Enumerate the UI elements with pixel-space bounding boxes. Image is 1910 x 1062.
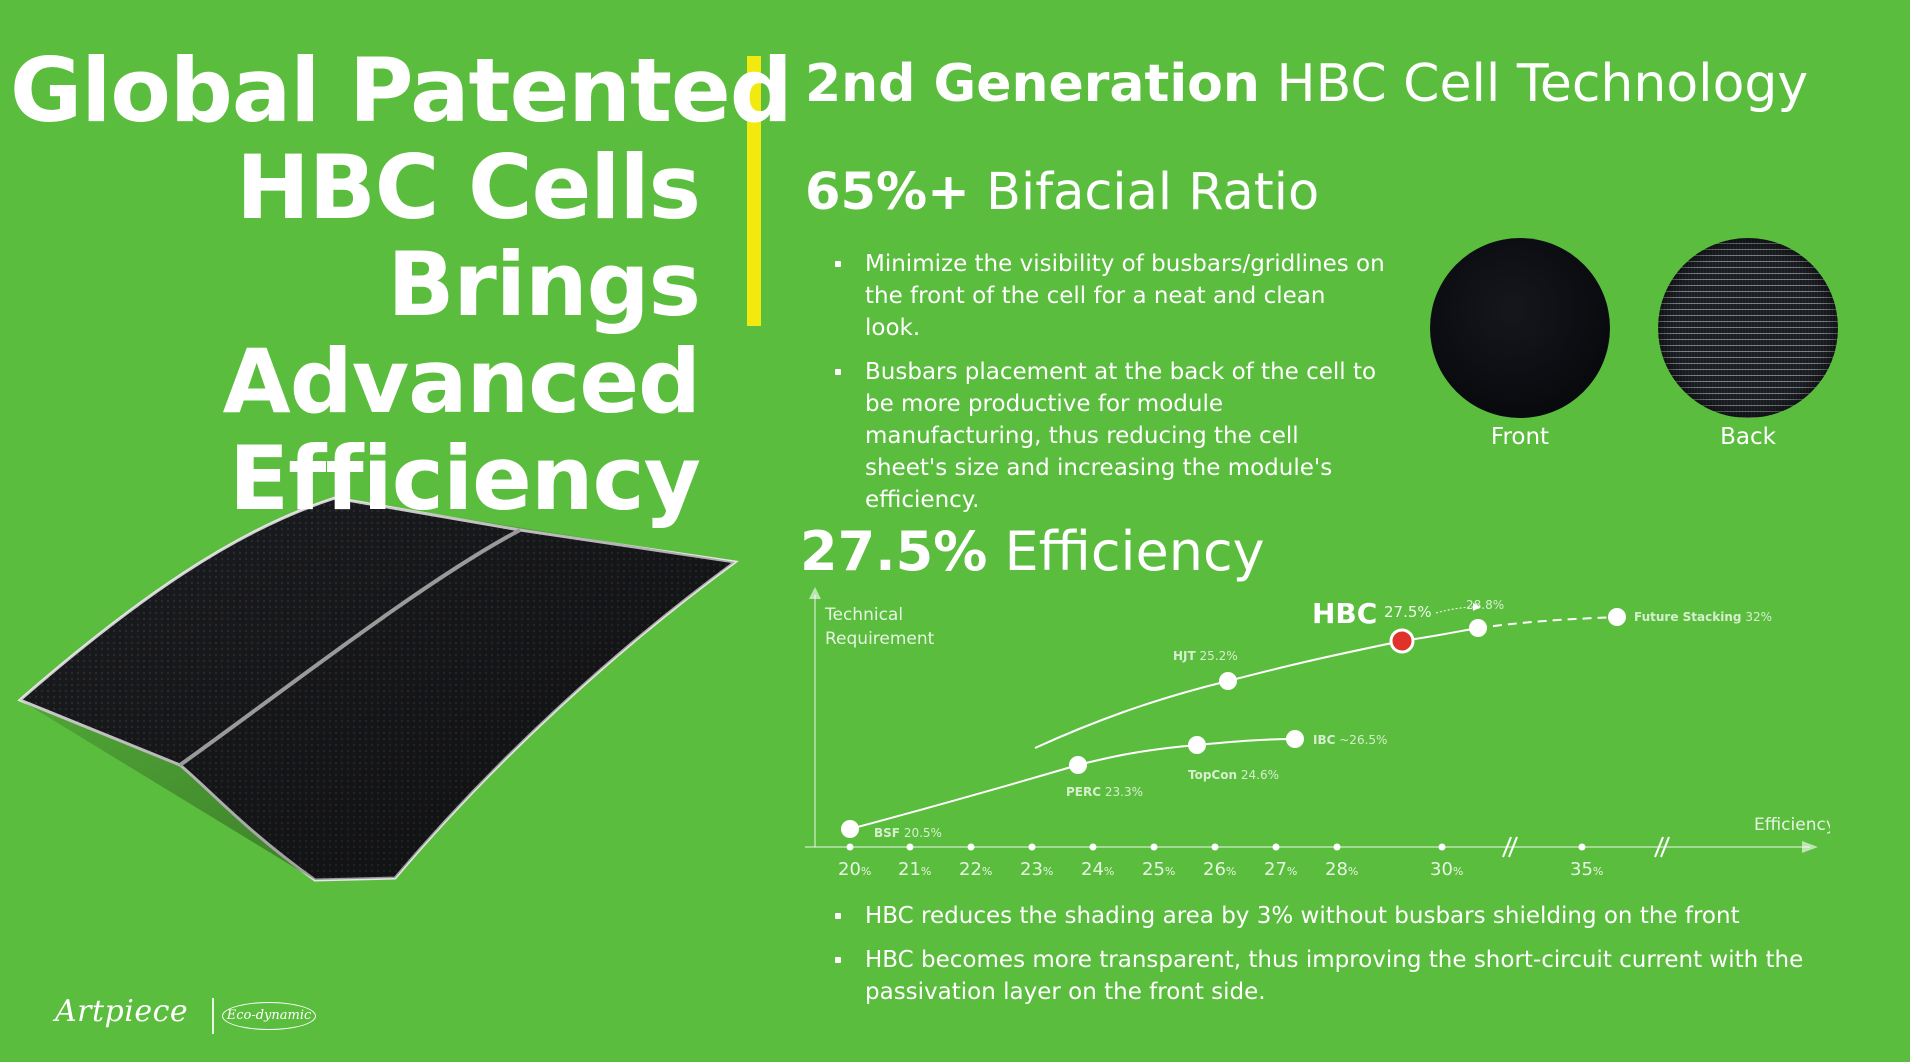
point-bsf — [841, 820, 859, 838]
bifacial-bullet-2: Busbars placement at the back of the cel… — [825, 356, 1385, 516]
cell-front-label: Front — [1490, 424, 1550, 450]
flexible-solar-panel-image — [17, 496, 739, 882]
future-curve — [1477, 616, 1618, 629]
point-hbc — [1389, 628, 1415, 654]
headline-line-1: Global Patented — [10, 39, 793, 142]
label-perc: PERC 23.3% — [1066, 785, 1143, 799]
bifacial-bullet-1: Minimize the visibility of busbars/gridl… — [825, 248, 1385, 344]
efficiency-bullets: HBC reduces the shading area by 3% witho… — [825, 900, 1865, 1020]
x-tick-label: 24% — [1081, 859, 1114, 880]
point-perc — [1069, 756, 1087, 774]
x-tick-dot — [1272, 843, 1280, 851]
lower-curve — [849, 738, 1296, 830]
efficiency-regular: Efficiency — [1004, 520, 1265, 583]
label-topcon: TopCon 24.6% — [1188, 768, 1279, 782]
point-next — [1469, 619, 1487, 637]
axis-break-2 — [1654, 836, 1670, 858]
x-tick-dot — [1333, 843, 1341, 851]
efficiency-heading: 27.5% Efficiency — [800, 520, 1265, 583]
y-axis-label-line-2: Requirement — [825, 629, 935, 649]
cell-front-image — [1430, 238, 1610, 418]
x-tick-dot — [1089, 843, 1097, 851]
x-axis-label: Efficiency — [1754, 815, 1830, 835]
x-tick-dot — [1028, 843, 1036, 851]
headline-line-2: HBC Cells — [236, 136, 701, 239]
label-future: Future Stacking 32% — [1634, 610, 1772, 624]
x-tick-dot — [906, 843, 914, 851]
x-tick-label: 20% — [838, 859, 871, 880]
label-next-value: 28.8% — [1466, 598, 1504, 612]
upper-curve — [1034, 627, 1479, 749]
x-tick-dot — [967, 843, 975, 851]
x-tick-label: 22% — [959, 859, 992, 880]
x-tick-dot — [1578, 843, 1586, 851]
label-hjt: HJT 25.2% — [1173, 649, 1238, 663]
headline-line-5: Efficiency — [228, 427, 701, 530]
bifacial-regular: Bifacial Ratio — [986, 163, 1320, 222]
point-ibc — [1286, 730, 1304, 748]
x-tick-label: 30% — [1430, 859, 1463, 880]
axis-break-1 — [1502, 836, 1518, 858]
logo-divider — [212, 998, 214, 1034]
point-hjt — [1219, 672, 1237, 690]
eco-dynamic-badge: Eco-dynamic — [222, 1002, 316, 1030]
label-hbc-value: 27.5% — [1384, 603, 1432, 621]
efficiency-bold: 27.5% — [800, 520, 988, 583]
efficiency-bullet-2: HBC becomes more transparent, thus impro… — [825, 944, 1865, 1008]
x-tick-label: 21% — [898, 859, 931, 880]
bifacial-heading: 65%+ Bifacial Ratio — [805, 163, 1319, 222]
point-topcon — [1188, 736, 1206, 754]
point-future — [1608, 608, 1626, 626]
title-bold: 2nd Generation — [805, 54, 1260, 114]
artpiece-logo: Artpiece — [55, 994, 189, 1029]
label-bsf: BSF 20.5% — [874, 826, 942, 840]
cell-back-label: Back — [1720, 424, 1776, 450]
efficiency-bullet-1: HBC reduces the shading area by 3% witho… — [825, 900, 1865, 932]
title-regular: HBC Cell Technology — [1276, 54, 1809, 114]
x-tick-label: 26% — [1203, 859, 1236, 880]
x-tick-dot — [846, 843, 854, 851]
x-tick-label: 25% — [1142, 859, 1175, 880]
bifacial-bullets: Minimize the visibility of busbars/gridl… — [825, 248, 1385, 528]
label-ibc: IBC ~26.5% — [1313, 733, 1387, 747]
x-tick-label: 35% — [1570, 859, 1603, 880]
label-hbc-name: HBC — [1312, 597, 1377, 630]
section-title: 2nd Generation HBC Cell Technology — [805, 54, 1808, 114]
y-axis-label-line-1: Technical — [824, 605, 903, 625]
x-tick-label: 23% — [1020, 859, 1053, 880]
cell-back-image — [1658, 238, 1838, 418]
x-tick-dot — [1211, 843, 1219, 851]
x-tick-label: 27% — [1264, 859, 1297, 880]
x-tick-dot — [1438, 843, 1446, 851]
efficiency-roadmap-chart: Technical Requirement Efficiency 20% 21% 2… — [805, 587, 1830, 880]
x-axis-arrow — [1802, 841, 1818, 853]
headline: Global Patented HBC Cells Brings Advance… — [10, 39, 793, 530]
headline-line-3: Brings — [387, 233, 701, 336]
x-ticks: 20% 21% 22% 23% 24% 25% 26% 27% 28% 30% 35% — [838, 843, 1603, 880]
hbc-arrow-line — [1435, 606, 1476, 614]
accent-bar — [747, 56, 761, 326]
headline-line-4: Advanced — [222, 330, 701, 433]
y-axis-arrow — [809, 587, 821, 599]
x-tick-label: 28% — [1325, 859, 1358, 880]
x-tick-dot — [1150, 843, 1158, 851]
bifacial-bold: 65%+ — [805, 163, 970, 222]
